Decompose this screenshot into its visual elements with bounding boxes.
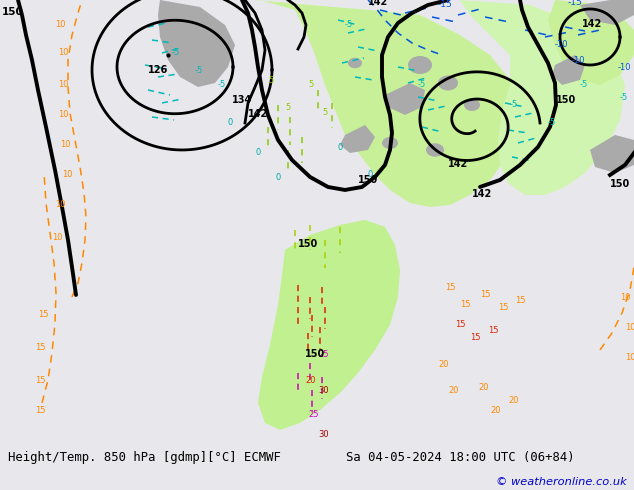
Text: 0: 0 [338, 143, 343, 152]
Ellipse shape [464, 99, 480, 111]
Text: © weatheronline.co.uk: © weatheronline.co.uk [496, 477, 626, 487]
Text: 10: 10 [58, 48, 68, 57]
Text: 0: 0 [255, 148, 260, 157]
Text: 10: 10 [55, 20, 65, 29]
Text: 15: 15 [35, 376, 46, 385]
Text: 15: 15 [38, 310, 48, 319]
Text: 20: 20 [508, 396, 519, 405]
Text: 15: 15 [515, 296, 526, 305]
Polygon shape [548, 0, 634, 85]
Polygon shape [580, 0, 634, 25]
Text: 10: 10 [60, 140, 70, 149]
Text: 10: 10 [62, 170, 72, 179]
Text: 30: 30 [318, 386, 328, 395]
Text: Sa 04-05-2024 18:00 UTC (06+84): Sa 04-05-2024 18:00 UTC (06+84) [346, 451, 574, 464]
Text: 0: 0 [368, 170, 373, 179]
Text: 142: 142 [472, 189, 492, 199]
Text: 5: 5 [322, 108, 327, 117]
Text: 10: 10 [620, 293, 630, 302]
Text: -10: -10 [555, 40, 569, 49]
Text: 142: 142 [582, 19, 602, 29]
Ellipse shape [438, 75, 458, 91]
Text: 15: 15 [35, 406, 46, 415]
Text: 142: 142 [368, 0, 388, 7]
Polygon shape [460, 0, 625, 195]
Text: 15: 15 [460, 300, 470, 309]
Text: Height/Temp. 850 hPa [gdmp][°C] ECMWF: Height/Temp. 850 hPa [gdmp][°C] ECMWF [8, 451, 280, 464]
Text: 0: 0 [275, 173, 280, 182]
Polygon shape [258, 220, 400, 430]
Text: 25: 25 [318, 350, 328, 359]
Text: 15: 15 [455, 320, 465, 329]
Text: 10: 10 [625, 323, 634, 332]
Text: -15: -15 [438, 0, 453, 9]
Text: 5: 5 [285, 103, 290, 112]
Polygon shape [552, 55, 585, 85]
Text: -5: -5 [195, 66, 204, 75]
Text: 10: 10 [625, 353, 634, 362]
Text: 150: 150 [2, 7, 23, 17]
Text: 142: 142 [248, 109, 268, 119]
Text: 142: 142 [448, 159, 469, 169]
Text: 20: 20 [438, 360, 448, 369]
Polygon shape [158, 0, 235, 87]
Text: 20: 20 [490, 406, 500, 415]
Text: 150: 150 [610, 179, 630, 189]
Text: -5: -5 [218, 80, 226, 89]
Text: 150: 150 [298, 239, 318, 249]
Polygon shape [210, 0, 520, 207]
Text: -5: -5 [548, 118, 556, 127]
Text: 20: 20 [478, 383, 489, 392]
Text: -5: -5 [510, 100, 518, 109]
Text: -5: -5 [172, 48, 180, 57]
Text: 15: 15 [480, 290, 491, 299]
Text: -5: -5 [620, 93, 628, 102]
Text: 15: 15 [470, 333, 481, 342]
Text: 134: 134 [232, 95, 252, 105]
Text: 150: 150 [556, 95, 576, 105]
Text: 15: 15 [498, 303, 508, 312]
Text: 30: 30 [318, 430, 328, 439]
Text: 10: 10 [55, 200, 65, 209]
Ellipse shape [382, 137, 398, 149]
Text: 134: 134 [590, 0, 611, 2]
Text: 10: 10 [52, 233, 63, 242]
Text: 150: 150 [305, 349, 325, 359]
Polygon shape [385, 83, 425, 115]
Ellipse shape [426, 143, 444, 157]
Text: 20: 20 [305, 376, 316, 385]
Text: 150: 150 [358, 175, 378, 185]
Text: 25: 25 [308, 410, 318, 419]
Text: 0: 0 [228, 118, 233, 127]
Text: 20: 20 [448, 386, 458, 395]
Text: -10: -10 [618, 63, 631, 72]
Text: 10: 10 [58, 110, 68, 119]
Text: 5: 5 [268, 76, 273, 85]
Polygon shape [340, 125, 375, 153]
Text: 126: 126 [148, 65, 168, 75]
Text: -5: -5 [418, 80, 426, 89]
Text: -5: -5 [345, 20, 353, 29]
Text: 15: 15 [445, 283, 455, 292]
Text: 5: 5 [308, 80, 313, 89]
Text: -5: -5 [580, 80, 588, 89]
Text: 15: 15 [488, 326, 498, 335]
Text: -10: -10 [572, 56, 586, 65]
Polygon shape [590, 135, 634, 173]
Ellipse shape [348, 58, 362, 68]
Text: -15: -15 [568, 0, 583, 7]
Ellipse shape [408, 56, 432, 74]
Text: 10: 10 [58, 80, 68, 89]
Text: 15: 15 [35, 343, 46, 352]
